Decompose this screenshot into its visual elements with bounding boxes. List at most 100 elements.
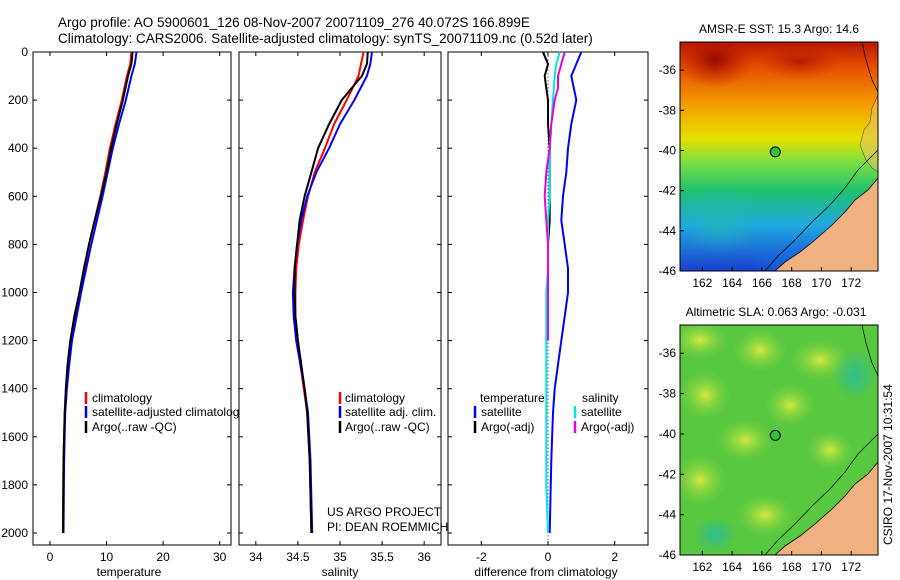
side-timestamp: CSIRO 17-Nov-2007 10:31:54 xyxy=(881,384,895,545)
legend-label-sal-satellite: satellite xyxy=(581,405,622,419)
x-tick-label-2-0: -2 xyxy=(476,550,487,564)
sst-land-ne xyxy=(859,94,878,173)
sst-map-ticks: 162 164 166 168 170 172 -36 -38 -40 -42 -44 -46 xyxy=(659,63,862,290)
sst-shelf-contour xyxy=(764,149,878,271)
sst-map-panel: AMSR-E SST: 15.3 Argo: 14.6 162 164 166 168… xyxy=(659,22,879,290)
sst-argo-marker xyxy=(769,146,781,158)
map-x-tick-label-4-3: 168 xyxy=(782,560,802,574)
y-tick-label-6: 1200 xyxy=(1,334,28,348)
difference-xlabel: difference from climatology xyxy=(474,565,617,579)
x-tick-label-0-3: 30 xyxy=(213,550,227,564)
sst-shelf-contour-2 xyxy=(861,42,878,93)
sla-map-ticks: 162 164 166 168 170 172 -36 -38 -40 -42 -44 -46 xyxy=(659,346,862,574)
sst-map-frame xyxy=(679,41,879,272)
temperature-xlabel: temperature xyxy=(97,565,162,579)
temperature-legend: climatology satellite-adjusted climatolo… xyxy=(84,391,245,434)
legend-label-temp-argo: Argo(-adj) xyxy=(481,420,534,434)
y-tick-label-5: 1000 xyxy=(1,285,28,299)
legend-heading-salinity: salinity xyxy=(582,391,619,405)
y-tick-label-0: 0 xyxy=(21,45,28,59)
x-tick-label-2-2: 2 xyxy=(611,550,618,564)
y-tick-label-2: 400 xyxy=(8,141,28,155)
y-tick-label-10: 2000 xyxy=(1,526,28,540)
x-tick-label-1-0: 34 xyxy=(249,550,263,564)
map-x-tick-label-3-5: 172 xyxy=(841,276,861,290)
difference-panel: -2 0 2 difference from climatology tempera… xyxy=(447,51,649,579)
y-tick-label-7: 1400 xyxy=(1,382,28,396)
map-y-tick-label-3-3: -42 xyxy=(659,184,677,198)
header-line-1: Argo profile: AO 5900601_126 08-Nov-2007… xyxy=(58,15,530,30)
legend-label-sal-argo: Argo(-adj) xyxy=(581,420,634,434)
legend-label-satellite-adjusted: satellite-adjusted climatology xyxy=(92,405,245,419)
x-tick-label-0-0: 0 xyxy=(47,550,54,564)
map-y-tick-label-4-2: -40 xyxy=(659,427,677,441)
sla-shelf-contour-2 xyxy=(861,325,878,377)
difference-legend: temperature salinity satellite Argo(-adj… xyxy=(473,391,634,434)
sst-map-field xyxy=(680,42,878,271)
map-y-tick-label-3-2: -40 xyxy=(659,143,677,157)
x-tick-label-0-2: 20 xyxy=(156,550,170,564)
map-y-tick-label-3-0: -36 xyxy=(659,63,677,77)
series-line-1-2 xyxy=(293,51,369,534)
y-tick-label-9: 1800 xyxy=(1,478,28,492)
sla-land xyxy=(774,461,878,555)
y-tick-label-4: 800 xyxy=(8,237,28,251)
header-line-2: Climatology: CARS2006. Satellite-adjuste… xyxy=(58,31,593,46)
salinity-legend: climatology satellite adj. clim. Argo(..… xyxy=(338,391,436,434)
salinity-axes-box xyxy=(238,51,442,546)
project-credit-line-1: US ARGO PROJECT xyxy=(327,505,442,519)
x-tick-label-1-1: 34.5 xyxy=(286,550,310,564)
map-y-tick-label-3-4: -44 xyxy=(659,224,677,238)
sla-map-field xyxy=(680,325,878,555)
legend-heading-temperature: temperature xyxy=(480,391,545,405)
map-y-tick-label-4-0: -36 xyxy=(659,346,677,360)
map-x-tick-label-4-2: 166 xyxy=(752,560,772,574)
x-tick-label-2-1: 0 xyxy=(545,550,552,564)
x-tick-label-1-3: 35.5 xyxy=(370,550,394,564)
legend-label-climatology: climatology xyxy=(345,391,405,405)
map-x-tick-label-4-4: 170 xyxy=(811,560,831,574)
map-x-tick-label-3-2: 166 xyxy=(752,276,772,290)
series-line-0-2 xyxy=(62,51,134,534)
difference-plot: -2 0 2 xyxy=(448,51,648,564)
map-y-tick-label-4-1: -38 xyxy=(659,387,677,401)
project-credit-line-2: PI: DEAN ROEMMICH xyxy=(327,520,448,534)
x-tick-label-1-4: 36 xyxy=(417,550,431,564)
map-x-tick-label-4-1: 164 xyxy=(722,560,742,574)
map-x-tick-label-3-3: 168 xyxy=(782,276,802,290)
sst-map-title: AMSR-E SST: 15.3 Argo: 14.6 xyxy=(699,22,859,36)
map-y-tick-label-3-1: -38 xyxy=(659,103,677,117)
sst-land xyxy=(774,177,878,271)
sla-argo-marker xyxy=(769,429,781,441)
legend-label-argo: Argo(..raw -QC) xyxy=(345,420,430,434)
legend-label-satellite-adj: satellite adj. clim. xyxy=(345,405,436,419)
x-tick-label-0-1: 10 xyxy=(100,550,114,564)
legend-label-climatology: climatology xyxy=(92,391,152,405)
salinity-panel: 34 34.5 35 35.5 36 salinity climatology sate… xyxy=(238,51,448,579)
map-y-tick-label-4-3: -42 xyxy=(659,467,677,481)
series-line-2-0 xyxy=(548,51,583,534)
map-x-tick-label-3-1: 164 xyxy=(722,276,742,290)
y-tick-label-8: 1600 xyxy=(1,430,28,444)
y-tick-label-3: 600 xyxy=(8,189,28,203)
temperature-axes-box xyxy=(32,51,232,546)
sla-map-title: Altimetric SLA: 0.063 Argo: -0.031 xyxy=(686,305,867,319)
map-x-tick-label-3-4: 170 xyxy=(811,276,831,290)
map-x-tick-label-4-0: 162 xyxy=(692,560,712,574)
salinity-plot: 34 34.5 35 35.5 36 xyxy=(239,51,441,564)
map-y-tick-label-4-4: -44 xyxy=(659,508,677,522)
map-y-tick-label-3-5: -46 xyxy=(659,264,677,278)
sla-map-panel: Altimetric SLA: 0.063 Argo: -0.031 162 16… xyxy=(659,305,879,574)
series-line-2-3 xyxy=(543,51,566,341)
sla-map-frame xyxy=(679,324,879,556)
map-x-tick-label-4-5: 172 xyxy=(841,560,861,574)
y-tick-label-1: 200 xyxy=(8,93,28,107)
legend-label-temp-satellite: satellite xyxy=(481,405,522,419)
temperature-plot: 0 10 20 30 0 200 400 600 800 1000 1200 1400 1600 1800… xyxy=(1,45,231,564)
x-tick-label-1-2: 35 xyxy=(333,550,347,564)
map-x-tick-label-3-0: 162 xyxy=(692,276,712,290)
temperature-panel: 0 10 20 30 0 200 400 600 800 1000 1200 1400 1600 1800… xyxy=(1,45,245,579)
salinity-xlabel: salinity xyxy=(322,565,359,579)
legend-label-argo: Argo(..raw -QC) xyxy=(92,420,177,434)
